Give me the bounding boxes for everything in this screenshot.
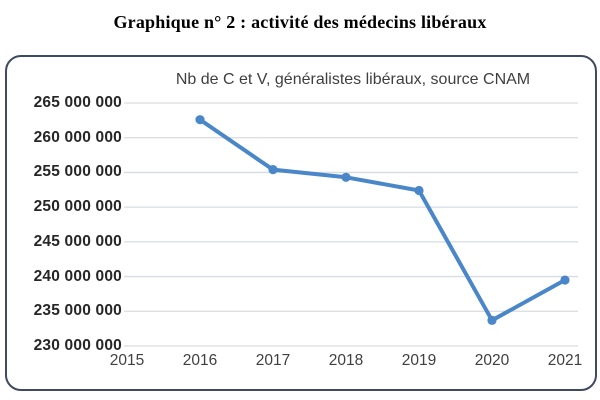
data-line (198, 117, 567, 323)
data-point-2018 (341, 172, 351, 182)
y-tick-label: 265 000 000 (33, 94, 122, 111)
x-tick-label: 2016 (182, 352, 218, 369)
x-tick-label: 2021 (547, 352, 583, 369)
y-tick-label: 260 000 000 (33, 128, 122, 146)
y-tick-label: 245 000 000 (33, 232, 122, 250)
data-point-2016 (195, 115, 205, 125)
chart-title: Nb de C et V, généralistes libéraux, sou… (175, 71, 531, 88)
x-tick-label: 2020 (474, 352, 510, 369)
y-tick-label: 255 000 000 (33, 163, 122, 181)
chart-frame (5, 55, 597, 391)
data-point-2019 (414, 185, 424, 196)
y-tick-label: 240 000 000 (33, 267, 122, 285)
x-tick-label: 2019 (401, 352, 437, 369)
figure-title: Graphique n° 2 : activité des médecins l… (113, 12, 487, 32)
y-tick-label: 235 000 000 (33, 302, 122, 320)
data-point-2020 (487, 315, 497, 325)
x-tick-label: 2017 (255, 352, 291, 369)
x-tick-label: 2018 (328, 352, 364, 369)
y-tick-label: 230 000 000 (33, 337, 122, 354)
data-point-2017 (268, 165, 278, 175)
y-tick-label: 250 000 000 (33, 198, 122, 216)
x-tick-label: 2015 (109, 352, 145, 369)
data-point-2021 (560, 275, 570, 285)
